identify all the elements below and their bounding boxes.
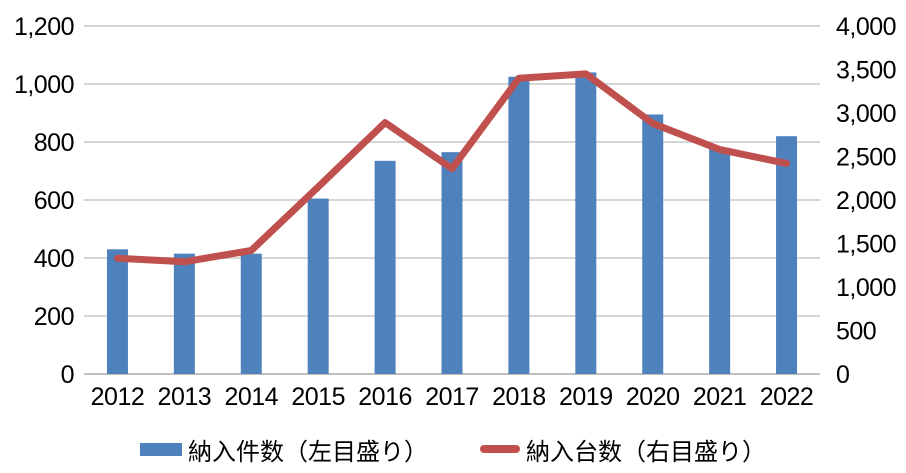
x-axis-tick-label: 2015 (291, 383, 345, 411)
right-axis-tick-label: 1,000 (836, 274, 896, 302)
legend-item-line-series: 納入台数（右目盛り） (480, 432, 766, 467)
right-axis-tick-label: 1,500 (836, 231, 896, 259)
x-axis-tick-label: 2022 (760, 383, 814, 411)
bar-2013 (173, 253, 195, 374)
bar-2017 (441, 152, 463, 374)
line-series-swatch (480, 445, 520, 453)
line-series (113, 70, 791, 266)
right-axis-tick-label: 3,000 (836, 100, 896, 128)
left-axis-tick-label: 1,000 (14, 71, 74, 99)
bar-2021 (709, 147, 731, 374)
x-axis-tick-label: 2018 (492, 383, 546, 411)
x-axis-tick-label: 2013 (158, 383, 212, 411)
x-axis-tick-label: 2017 (425, 383, 479, 411)
left-axis-tick-label: 200 (34, 303, 74, 331)
bar-2012 (106, 249, 128, 374)
right-axis-tick-label: 4,000 (836, 13, 896, 41)
x-axis-tick-label: 2021 (693, 383, 747, 411)
legend-item-bar-series: 納入件数（左目盛り） (140, 432, 428, 467)
right-axis-tick-label: 2,000 (836, 187, 896, 215)
x-axis-tick-label: 2019 (559, 383, 613, 411)
x-axis-tick-label: 2020 (626, 383, 680, 411)
bar-2018 (508, 76, 530, 374)
bar-series-swatch (140, 442, 182, 456)
bar-2020 (642, 114, 664, 374)
left-axis-tick-label: 0 (61, 361, 74, 389)
bar-2016 (374, 160, 396, 374)
right-axis-tick-label: 3,500 (836, 57, 896, 85)
left-axis-tick-label: 1,200 (14, 13, 74, 41)
bar-2014 (240, 253, 262, 374)
right-axis-tick-label: 2,500 (836, 144, 896, 172)
left-axis-tick-label: 600 (34, 187, 74, 215)
right-axis-tick-label: 500 (836, 318, 876, 346)
bar-series-label: 納入件数（左目盛り） (188, 438, 428, 466)
x-axis-tick-label: 2014 (224, 383, 278, 411)
bar-2015 (307, 198, 329, 374)
right-axis-tick-label: 0 (836, 361, 849, 389)
left-axis-tick-label: 800 (34, 129, 74, 157)
x-axis-tick-label: 2012 (91, 383, 145, 411)
x-axis-tick-label: 2016 (358, 383, 412, 411)
line-series-label: 納入台数（右目盛り） (526, 438, 766, 466)
bar-2019 (575, 72, 597, 375)
left-axis-tick-label: 400 (34, 245, 74, 273)
bar-2022 (776, 136, 798, 374)
chart-legend: 納入件数（左目盛り） 納入台数（右目盛り） (0, 432, 906, 467)
